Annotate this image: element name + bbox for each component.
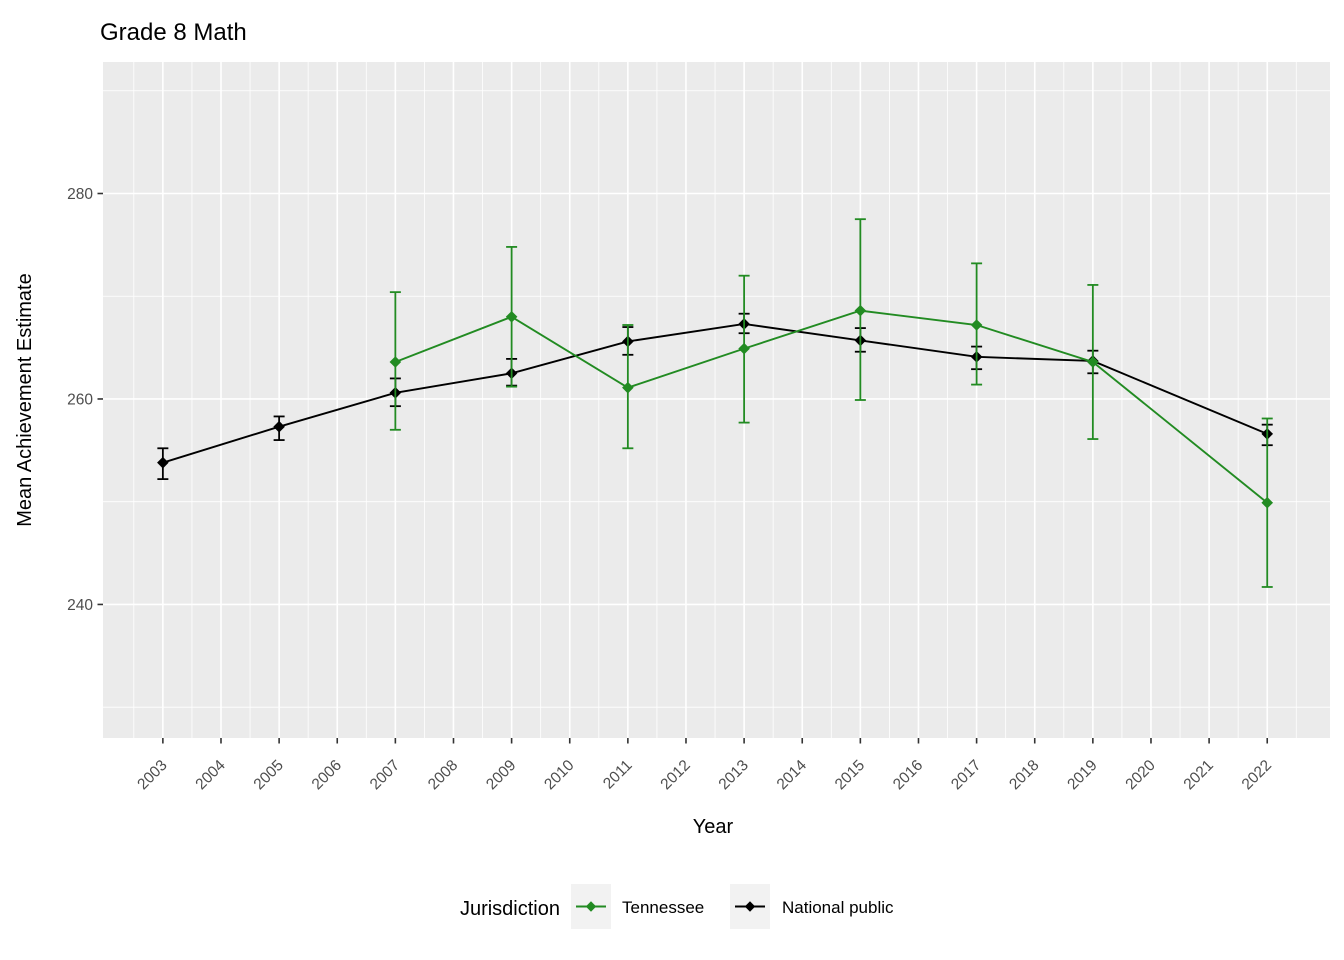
x-tick-label-2012: 2012 <box>657 757 693 793</box>
y-tick-label-280: 280 <box>67 186 93 203</box>
x-tick-label-2016: 2016 <box>890 757 926 793</box>
data-point-tennessee-2019 <box>1087 356 1099 368</box>
x-tick-label-2018: 2018 <box>1006 757 1042 793</box>
y-axis-title: Mean Achievement Estimate <box>14 273 36 526</box>
data-point-national-public-2005 <box>273 420 285 433</box>
x-tick-label-2005: 2005 <box>251 757 287 793</box>
data-point-tennessee-2009 <box>505 310 518 323</box>
series-line-tennessee <box>395 309 1268 504</box>
x-tick-label-2017: 2017 <box>948 757 984 793</box>
series-line-national-public <box>162 323 1268 464</box>
data-point-tennessee-2017 <box>970 319 983 331</box>
data-point-tennessee-2011 <box>622 381 634 394</box>
plot-panel <box>103 62 1330 738</box>
x-tick-label-2022: 2022 <box>1239 757 1275 793</box>
x-axis-title: Year <box>693 816 734 838</box>
data-point-national-public-2003 <box>157 456 169 469</box>
data-point-tennessee-2007 <box>389 356 402 368</box>
x-tick-label-2007: 2007 <box>367 757 403 793</box>
y-tick-label-240: 240 <box>67 597 93 614</box>
x-tick-label-2009: 2009 <box>483 757 519 793</box>
legend-label-tennessee: Tennessee <box>622 898 704 917</box>
chart-title: Grade 8 Math <box>100 19 247 46</box>
x-tick-label-2003: 2003 <box>134 757 170 793</box>
x-tick-label-2011: 2011 <box>600 757 636 793</box>
data-point-tennessee-2015 <box>854 304 867 317</box>
x-tick-label-2013: 2013 <box>716 757 752 793</box>
x-tick-label-2004: 2004 <box>192 757 229 794</box>
legend-title: Jurisdiction <box>460 898 560 920</box>
x-tick-label-2021: 2021 <box>1181 757 1217 793</box>
x-tick-label-2019: 2019 <box>1064 757 1100 793</box>
data-point-tennessee-2022 <box>1261 496 1274 509</box>
x-tick-label-2008: 2008 <box>425 757 461 793</box>
x-tick-label-2020: 2020 <box>1122 757 1159 794</box>
x-tick-label-2010: 2010 <box>541 757 578 794</box>
y-tick-label-260: 260 <box>67 391 93 408</box>
legend-label-national-public: National public <box>782 898 894 917</box>
x-tick-label-2006: 2006 <box>309 757 345 793</box>
legend-key-point-tennessee <box>585 901 597 912</box>
x-tick-label-2014: 2014 <box>774 757 811 794</box>
data-point-tennessee-2013 <box>738 342 750 355</box>
legend-key-point-national-public <box>744 901 756 912</box>
x-tick-label-2015: 2015 <box>832 757 868 793</box>
